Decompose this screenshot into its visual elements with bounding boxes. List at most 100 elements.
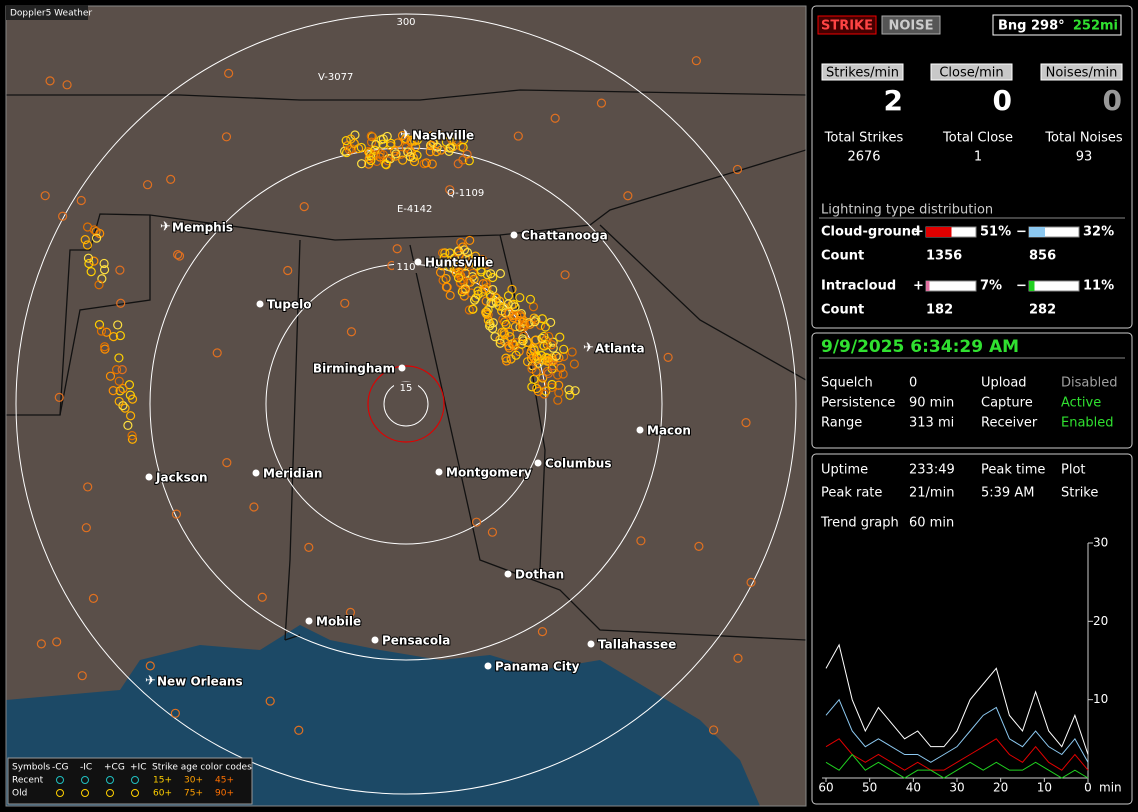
strike (481, 309, 492, 319)
strike (117, 365, 127, 375)
legend-header: Symbols (12, 763, 51, 773)
strike (411, 142, 421, 152)
city-dot (305, 617, 313, 625)
strike (99, 342, 110, 352)
strike (81, 523, 91, 533)
strike (111, 364, 122, 375)
rate-label: Close/min (939, 66, 1003, 81)
city-dot (256, 300, 264, 308)
strike (532, 383, 542, 394)
label: Persistence (821, 396, 895, 411)
percent: 51% (980, 225, 1011, 240)
label: Enabled (1061, 416, 1114, 431)
strike (114, 396, 124, 407)
button-label[interactable]: STRIKE (821, 19, 873, 34)
strike (537, 379, 547, 389)
strike (45, 76, 55, 86)
strike (548, 356, 558, 366)
strike (36, 639, 46, 649)
city-label: Pensacola (382, 634, 450, 648)
strike (447, 258, 457, 268)
strike (464, 259, 474, 269)
label: Disabled (1061, 376, 1117, 391)
percent: 7% (980, 279, 1002, 294)
legend-header: -IC (80, 763, 92, 773)
strike (483, 315, 493, 325)
bar-fill (1029, 227, 1045, 237)
city-dot (435, 468, 443, 476)
strike (40, 191, 50, 201)
strike (537, 626, 548, 637)
legend-age: 30+ (184, 776, 203, 786)
strike (547, 382, 557, 393)
strike (495, 268, 506, 279)
x-tick-label: 60 (818, 781, 833, 795)
strike (257, 592, 267, 602)
strike (283, 265, 293, 276)
distance: 252mi (1073, 19, 1118, 34)
strike (746, 577, 756, 587)
strike (174, 251, 185, 261)
strike (559, 351, 569, 362)
strike (551, 351, 561, 361)
strike (547, 340, 557, 350)
strike (550, 113, 560, 123)
x-tick-label: 50 (862, 781, 877, 795)
strike (171, 509, 182, 519)
strike (531, 355, 541, 365)
strike (503, 299, 513, 309)
strikes (36, 56, 756, 735)
count: 182 (926, 303, 953, 318)
strike (431, 147, 442, 157)
label: Range (821, 416, 862, 431)
bar-track (925, 280, 977, 292)
total-label: Total Strikes (824, 131, 904, 146)
strike (471, 517, 482, 527)
bar-track (1028, 280, 1080, 292)
strike (465, 235, 475, 246)
strike (96, 326, 107, 336)
city-label: Tallahassee (598, 638, 676, 652)
strike (464, 156, 474, 166)
strike (403, 147, 413, 157)
city-dot (484, 662, 492, 670)
city-label: New Orleans (157, 675, 243, 689)
strike (455, 270, 465, 281)
bar-fill (1029, 281, 1035, 291)
strike (366, 131, 376, 141)
strike (341, 135, 351, 146)
distribution-title: Lightning type distribution (821, 203, 993, 218)
strike (170, 708, 180, 718)
range-label-bg (394, 382, 418, 394)
label: Plot (1061, 463, 1086, 478)
strike (495, 296, 505, 306)
label: Strike (1061, 486, 1098, 501)
strike (623, 191, 633, 201)
trend-line (825, 698, 1089, 763)
city-label: Meridian (263, 467, 322, 481)
strike (398, 155, 408, 165)
city-dot (636, 426, 644, 434)
strike (569, 359, 579, 369)
strike (482, 259, 492, 269)
button-label[interactable]: NOISE (888, 19, 933, 34)
legend-row-label: Recent (12, 776, 44, 786)
label: Trend graph (820, 516, 899, 531)
count: 1356 (926, 249, 962, 264)
strike (515, 322, 525, 332)
strike (426, 131, 437, 141)
strike (125, 411, 136, 421)
airport-icon: ✈ (400, 128, 411, 143)
legend-header: +CG (104, 763, 125, 773)
legend-symbol (56, 776, 64, 784)
strike (469, 295, 480, 305)
strike (99, 258, 109, 269)
strike (84, 258, 94, 269)
label: Receiver (981, 416, 1038, 431)
strike (511, 337, 521, 348)
strike (525, 319, 535, 329)
y-tick-label: 20 (1093, 614, 1108, 628)
strike (54, 392, 64, 402)
city-label: Birmingham (313, 362, 395, 376)
strike (427, 159, 437, 169)
